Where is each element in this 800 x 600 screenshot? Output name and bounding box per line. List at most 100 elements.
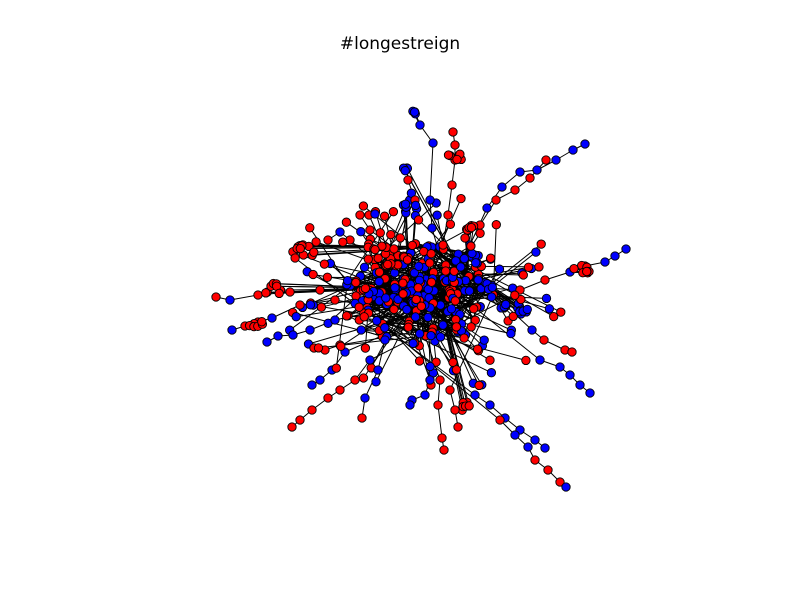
graph-node-red [549,311,559,322]
graph-node-blue [305,300,316,310]
graph-node-red [315,285,325,295]
graph-node-blue [565,370,575,380]
graph-node-red [450,140,460,150]
graph-node-red [466,241,476,251]
graph-node-blue [380,323,390,333]
graph-node-red [453,422,463,432]
graph-edge [436,294,516,335]
graph-node-blue [515,167,525,177]
graph-node-blue [342,275,353,286]
graph-node-red [341,311,352,321]
graph-node-blue [456,262,466,272]
graph-node-blue [423,312,433,323]
graph-node-red [441,266,451,276]
graph-node-blue [459,253,469,264]
graph-node-blue [532,165,542,175]
graph-node-red [287,422,297,432]
graph-node-red [351,277,361,288]
graph-node-blue [374,276,384,287]
graph-node-blue [330,315,340,325]
graph-node-blue [600,257,610,267]
graph-node-blue [482,203,492,213]
graph-node-red [211,292,221,302]
graph-node-red [469,304,479,314]
graph-node-blue [561,482,571,492]
graph-node-red [433,400,443,410]
graph-node-red [285,287,295,297]
graph-node-red [311,237,321,247]
graph-node-blue [544,304,555,314]
graph-node-red [426,277,437,287]
graph-node-red [414,356,425,366]
graph-node-red [335,385,345,395]
graph-edge [427,317,431,367]
graph-node-blue [370,209,380,219]
graph-node-red [319,259,330,269]
graph-node-red [398,289,408,299]
graph-node-blue [551,155,561,165]
graph-node-blue [373,365,383,375]
graph-node-red [495,415,505,425]
graph-node-blue [267,313,277,323]
graph-node-blue [555,362,565,372]
graph-node-red [253,290,263,300]
graph-node-blue [432,210,442,220]
graph-edge [429,142,434,201]
graph-node-blue [307,380,317,390]
graph-node-blue [415,120,425,130]
graph-node-blue [410,312,421,322]
graph-node-red [582,266,592,277]
graph-node-red [459,333,469,343]
figure-title: #longestreign [339,34,461,54]
graph-node-blue [225,295,235,305]
graph-node-red [395,233,405,243]
graph-node-blue [409,107,420,117]
graph-node-blue [464,286,475,296]
graph-node-red [309,247,319,257]
graph-edge [428,245,562,313]
graph-node-red [534,262,544,272]
graph-node-red [295,300,305,310]
graph-node-red [530,455,540,465]
graph-node-red [360,343,371,353]
graph-node-blue [409,268,420,278]
graph-node-red [475,228,485,238]
graph-node-red [491,220,501,230]
graph-node-red [389,244,399,254]
graph-node-red [338,237,348,247]
graph-node-blue [541,293,552,304]
graph-node-red [521,355,531,366]
graph-node-red [416,301,427,311]
graph-edge [433,272,467,407]
graph-node-red [374,267,385,277]
graph-edge [294,257,360,308]
graph-node-red [466,322,476,332]
graph-node-blue [415,329,425,339]
graph-node-red [452,154,462,165]
graph-node-blue [446,304,457,314]
graph-node-blue [479,335,489,345]
graph-node-red [355,210,365,220]
graph-edge [335,280,349,369]
graph-node-blue [497,182,507,192]
graph-node-red [403,322,413,332]
graph-node-red [451,365,462,375]
graph-node-blue [531,247,541,257]
graph-node-blue [568,145,578,155]
graph-node-red [437,433,447,443]
graph-node-red [305,223,315,233]
graph-node-red [540,275,550,285]
graph-node-red [510,290,520,300]
graph-node-blue [381,293,391,303]
graph-node-red [543,465,553,475]
graph-edge [447,184,453,216]
graph-node-red [438,240,448,250]
graph-node-red [308,269,318,280]
graph-edge [355,295,479,352]
graph-node-red [388,207,399,217]
graph-node-red [403,175,413,185]
graph-node-red [375,228,385,238]
graph-node-red [448,357,458,367]
graph-node-blue [288,330,298,340]
graph-node-blue [356,325,366,335]
